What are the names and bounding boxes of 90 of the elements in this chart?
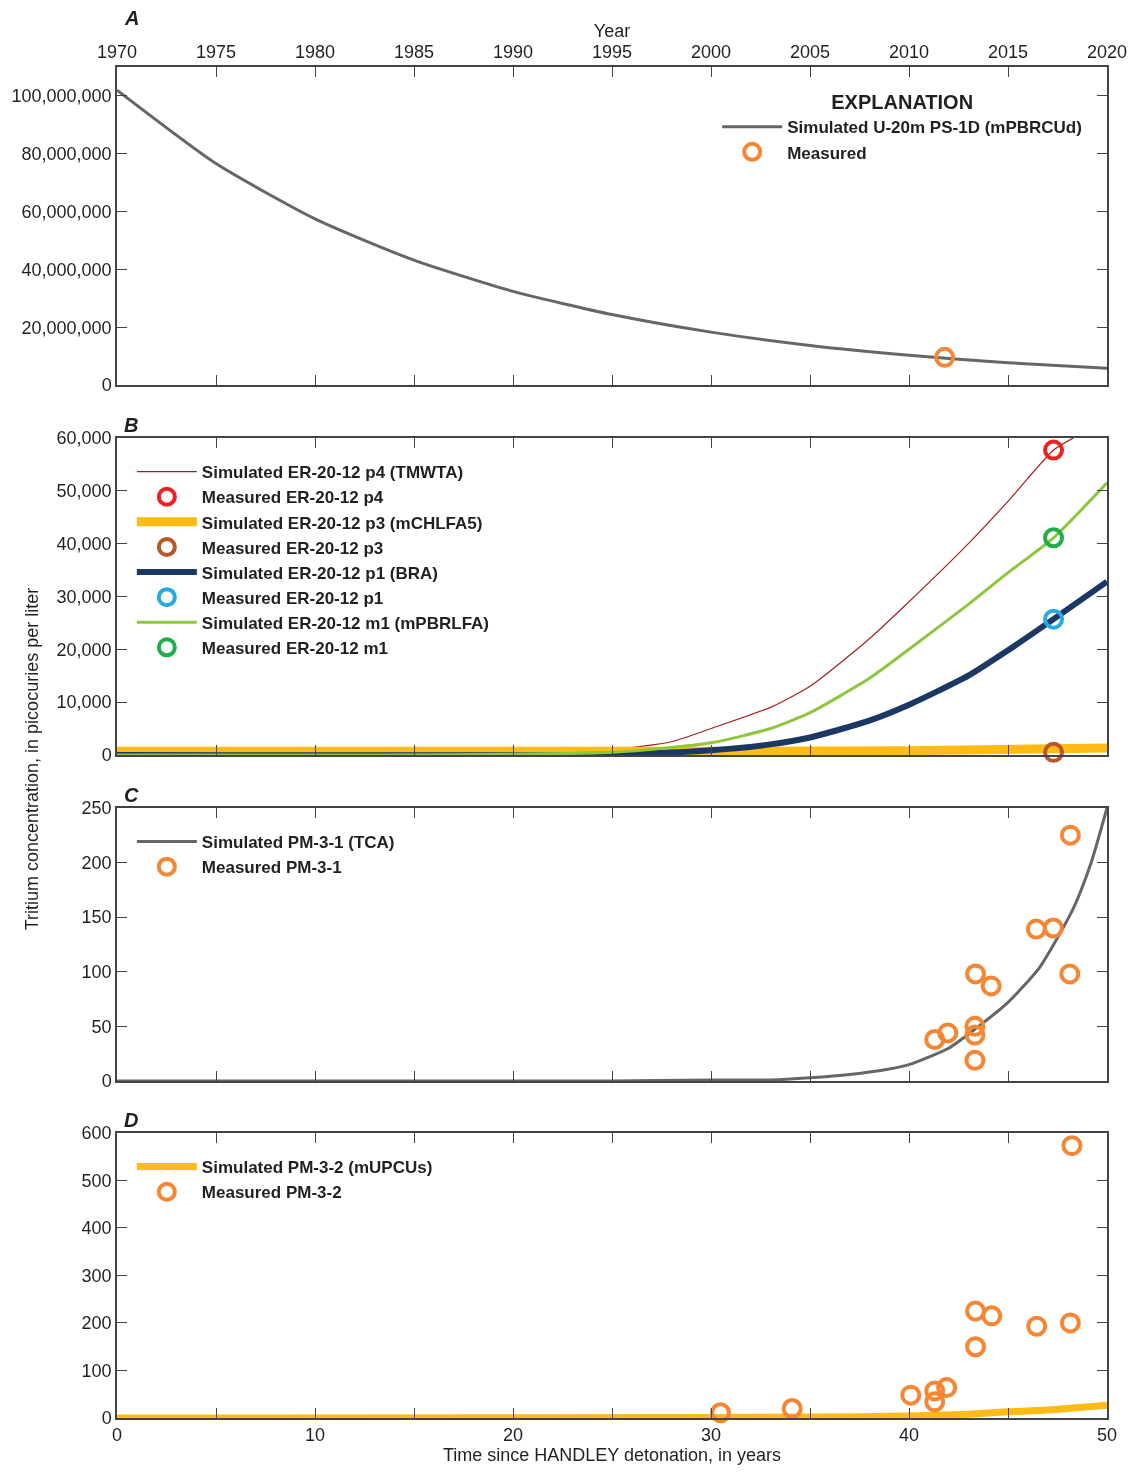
point: [781, 1397, 803, 1419]
legend-label: Measured ER-20-12 m1: [201, 638, 388, 658]
y-tick-label: 50: [91, 1016, 112, 1037]
x-tick-label: 10: [304, 1425, 326, 1446]
legend-label: Measured ER-20-12 p4: [201, 488, 384, 508]
x-tick-label: 50: [1096, 1425, 1118, 1446]
chart-title: A: [124, 7, 140, 29]
y-tick-label: 20,000,000: [21, 317, 112, 338]
x2-axis-title: Year: [593, 20, 631, 41]
x2-tick-label: 1970: [96, 42, 138, 63]
y-tick-label: 100,000,000: [11, 86, 112, 107]
point: [1025, 918, 1047, 940]
point: [980, 975, 1002, 997]
y-tick-label: 300: [81, 1265, 112, 1286]
point: [1059, 1312, 1081, 1334]
point: [924, 1380, 946, 1402]
point: [937, 1022, 959, 1044]
x2-tick-label: 1975: [195, 42, 237, 63]
x2-tick-label: 1995: [591, 42, 633, 63]
point: [964, 1024, 986, 1046]
point: [964, 1015, 986, 1037]
point: [1026, 1315, 1048, 1337]
x2-tick-label: 2010: [888, 42, 930, 63]
point: [710, 1402, 731, 1424]
point: [1059, 963, 1081, 985]
point: [936, 1377, 958, 1399]
y-tick-label: 200: [81, 852, 112, 873]
chart-title: B: [124, 414, 139, 436]
y-tick-label: 400: [81, 1218, 112, 1239]
legend-label: Measured PM-3-2: [201, 1183, 342, 1203]
legend-label: Simulated ER-20-12 p4 (TMWTA): [201, 463, 464, 483]
point: [1042, 917, 1064, 939]
y-tick-label: 150: [81, 907, 112, 928]
y-tick-label: 60,000: [56, 428, 112, 449]
y-tick-label: 100: [81, 962, 112, 983]
point: [964, 1049, 986, 1071]
x2-tick-label: 1980: [294, 42, 336, 63]
chart-title: C: [124, 784, 139, 806]
point: [1059, 824, 1081, 846]
y-tick-label: 0: [101, 375, 112, 396]
x2-tick-label: 1985: [393, 42, 435, 63]
x-tick-label: 40: [898, 1425, 920, 1446]
y-tick-label: 20,000: [56, 639, 112, 660]
legend-label: Simulated PM-3-1 (TCA): [201, 833, 395, 853]
point: [965, 963, 987, 985]
x-axis-title: Time since HANDLEY detonation, in years: [442, 1445, 782, 1466]
chart-title: D: [124, 1109, 139, 1131]
point: [1061, 1135, 1083, 1157]
point: [924, 1028, 946, 1050]
legend-label: Measured ER-20-12 p3: [201, 538, 384, 558]
x2-tick-label: 1990: [492, 42, 534, 63]
y-tick-label: 10,000: [56, 692, 112, 713]
legend-label: Simulated U-20m PS-1D (mPBRCUd): [787, 118, 1082, 138]
point: [924, 1391, 946, 1413]
x2-tick-label: 2015: [987, 42, 1029, 63]
y-tick-label: 40,000,000: [21, 259, 112, 280]
point: [981, 1305, 1003, 1327]
point: [965, 1336, 987, 1358]
point: [965, 1300, 987, 1322]
y-tick-label: 60,000,000: [21, 201, 112, 222]
y-tick-label: 40,000: [56, 533, 112, 554]
legend-title: EXPLANATION: [831, 91, 974, 114]
legend-label: Simulated PM-3-2 (mUPCUs): [201, 1158, 433, 1178]
legend-label: Simulated ER-20-12 p3 (mCHLFA5): [201, 513, 483, 533]
legend-label: Measured: [787, 143, 867, 163]
y-tick-label: 80,000,000: [21, 144, 112, 165]
y-tick-label: 50,000: [56, 481, 112, 502]
y-tick-label: 30,000: [56, 586, 112, 607]
y-tick-label: 100: [81, 1360, 112, 1381]
x-tick-label: 30: [700, 1425, 722, 1446]
point: [900, 1384, 922, 1406]
x2-tick-label: 2005: [789, 42, 831, 63]
line-series: [117, 88, 1107, 370]
line-series: [117, 807, 1107, 1081]
y-tick-label: 600: [81, 1123, 112, 1144]
y-tick-label: 0: [101, 1071, 112, 1092]
legend-label: Simulated ER-20-12 m1 (mPBRLFA): [201, 613, 490, 633]
y-axis-title: Tritium concentration, in picocuries per liter: [22, 587, 43, 931]
legend-label: Measured ER-20-12 p1: [201, 588, 384, 608]
legend-label: Simulated ER-20-12 p1 (BRA): [201, 563, 439, 583]
legend-label: Measured PM-3-1: [201, 858, 342, 878]
y-tick-label: 500: [81, 1170, 112, 1191]
y-tick-label: 0: [101, 1408, 112, 1429]
x2-tick-label: 2020: [1086, 42, 1128, 63]
x-tick-label: 20: [502, 1425, 524, 1446]
line-series: [117, 481, 1107, 755]
x2-tick-label: 2000: [690, 42, 732, 63]
y-tick-label: 0: [101, 745, 112, 766]
y-tick-label: 200: [81, 1313, 112, 1334]
y-tick-label: 250: [81, 798, 112, 819]
